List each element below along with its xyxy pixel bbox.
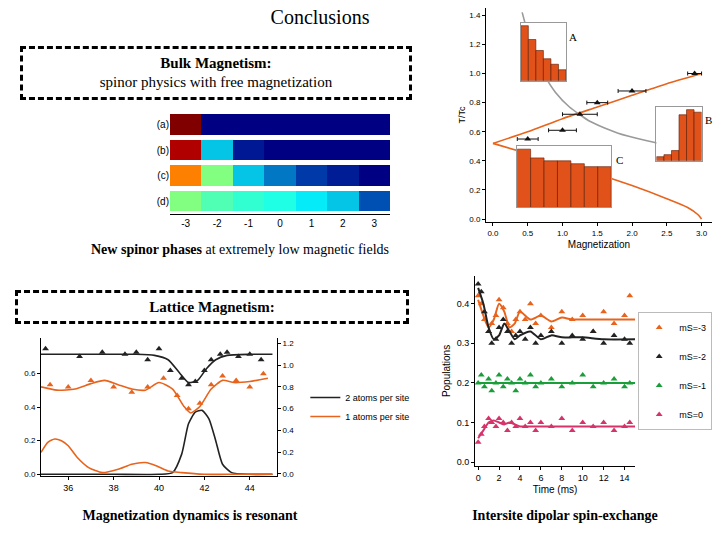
svg-text:0.5: 0.5: [522, 229, 534, 238]
svg-text:0.0: 0.0: [487, 229, 499, 238]
svg-text:0.6: 0.6: [469, 128, 481, 137]
svg-text:0.1: 0.1: [457, 418, 470, 428]
svg-text:(a): (a): [157, 119, 169, 130]
html-text:Bulk Magnetism:: Bulk Magnetism:: [160, 55, 272, 71]
svg-text:1.4: 1.4: [469, 11, 481, 20]
svg-text:1.0: 1.0: [557, 229, 569, 238]
html-text:Lattice Magnetism:: Lattice Magnetism:: [149, 299, 275, 315]
svg-text:2: 2: [340, 218, 346, 229]
svg-text:Time (ms): Time (ms): [533, 484, 578, 495]
svg-text:40: 40: [154, 483, 164, 493]
svg-text:10: 10: [578, 473, 588, 483]
svg-text:Populations: Populations: [441, 345, 452, 397]
svg-text:0.0: 0.0: [457, 457, 470, 467]
svg-text:0.4: 0.4: [283, 426, 295, 435]
svg-text:2 atoms per site: 2 atoms per site: [345, 393, 409, 403]
html-text:Conclusions: Conclusions: [270, 6, 370, 28]
svg-text:-3: -3: [181, 218, 190, 229]
svg-text:42: 42: [199, 483, 209, 493]
svg-text:-2: -2: [213, 218, 222, 229]
svg-text:1.2: 1.2: [283, 339, 295, 348]
svg-text:4: 4: [517, 473, 522, 483]
svg-text:0.4: 0.4: [24, 403, 36, 412]
svg-text:36: 36: [63, 483, 73, 493]
svg-text:44: 44: [245, 483, 255, 493]
svg-text:12: 12: [599, 473, 609, 483]
svg-text:3.0: 3.0: [696, 229, 708, 238]
svg-text:14: 14: [620, 473, 630, 483]
svg-text:mS=-2: mS=-2: [679, 352, 706, 362]
svg-text:0.6: 0.6: [24, 369, 36, 378]
svg-text:1.0: 1.0: [469, 69, 481, 78]
svg-text:0: 0: [476, 473, 481, 483]
svg-text:0.8: 0.8: [283, 383, 295, 392]
html-text:New spinor phases at extremely: New spinor phases at extremely low magne…: [91, 242, 389, 257]
svg-text:C: C: [616, 154, 623, 166]
svg-text:3: 3: [372, 218, 378, 229]
svg-text:mS=0: mS=0: [679, 410, 703, 420]
svg-text:1.0: 1.0: [283, 361, 295, 370]
svg-text:-1: -1: [244, 218, 253, 229]
svg-text:0.2: 0.2: [469, 186, 481, 195]
svg-text:1.2: 1.2: [469, 40, 481, 49]
svg-text:0.4: 0.4: [469, 157, 481, 166]
svg-text:0.3: 0.3: [457, 338, 470, 348]
svg-text:mS=-1: mS=-1: [679, 381, 706, 391]
svg-text:0.2: 0.2: [457, 378, 470, 388]
svg-text:0.4: 0.4: [457, 299, 470, 309]
svg-text:A: A: [569, 31, 577, 43]
svg-text:1.5: 1.5: [592, 229, 604, 238]
svg-text:(c): (c): [157, 170, 169, 181]
svg-text:6: 6: [538, 473, 543, 483]
svg-text:(b): (b): [157, 145, 169, 156]
svg-text:mS=-3: mS=-3: [679, 323, 706, 333]
html-text:spinor physics with free magne: spinor physics with free magnetization: [99, 74, 333, 90]
svg-text:0.8: 0.8: [469, 98, 481, 107]
svg-text:0.2: 0.2: [283, 448, 295, 457]
svg-text:38: 38: [109, 483, 119, 493]
svg-text:2.0: 2.0: [626, 229, 638, 238]
svg-text:8: 8: [559, 473, 564, 483]
svg-text:0.6: 0.6: [283, 404, 295, 413]
svg-text:0.0: 0.0: [469, 215, 481, 224]
svg-text:0: 0: [277, 218, 283, 229]
html-text:Intersite dipolar spin-exchang: Intersite dipolar spin-exchange: [472, 508, 658, 523]
svg-text:0.0: 0.0: [24, 470, 36, 479]
svg-text:(d): (d): [157, 196, 169, 207]
svg-text:0.2: 0.2: [24, 436, 36, 445]
svg-text:Magnetization: Magnetization: [568, 239, 630, 250]
svg-text:0.0: 0.0: [283, 470, 295, 479]
svg-text:2.5: 2.5: [661, 229, 673, 238]
svg-text:1 atoms per site: 1 atoms per site: [345, 412, 409, 422]
html-text:Magnetization dynamics is reso: Magnetization dynamics is resonant: [82, 508, 298, 523]
svg-text:1: 1: [309, 218, 315, 229]
svg-text:2: 2: [497, 473, 502, 483]
svg-text:B: B: [705, 114, 712, 126]
svg-text:T/Tc: T/Tc: [457, 106, 467, 123]
